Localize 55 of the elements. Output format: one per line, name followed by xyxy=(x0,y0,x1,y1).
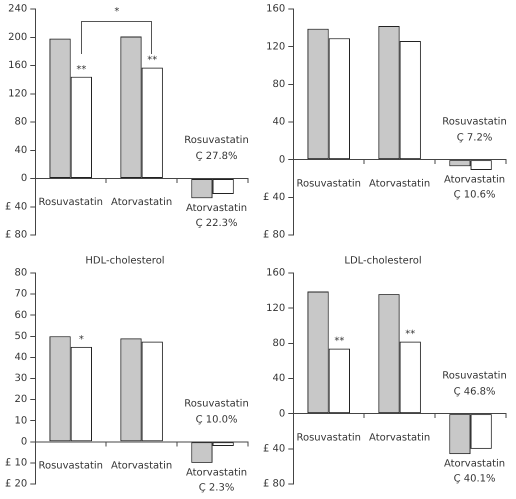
annotation: Ç 22.3% xyxy=(196,218,238,229)
y-tick-label: £ 40 xyxy=(263,192,286,203)
y-tick-label: £ 80 xyxy=(5,230,28,241)
y-tick-label: £ 10 xyxy=(5,457,28,468)
y-tick-label: £ 40 xyxy=(5,201,28,212)
annotation: Ç 27.8% xyxy=(196,151,238,162)
y-tick-label: 40 xyxy=(272,373,286,384)
y-tick-label: 200 xyxy=(8,32,28,43)
y-tick-label: £ 40 xyxy=(263,443,286,454)
y-tick-label: £ 80 xyxy=(263,478,286,490)
y-tick-label: 160 xyxy=(266,4,286,15)
y-tick-label: 80 xyxy=(14,268,28,279)
annotation: Ç 2.3% xyxy=(198,482,234,494)
y-tick-label: 40 xyxy=(14,144,28,156)
y-tick-label: 40 xyxy=(14,352,28,363)
y-tick-label: 160 xyxy=(8,60,28,72)
annotation: Rosuvastatin xyxy=(442,370,507,382)
chart-title: LDL-cholesterol xyxy=(344,256,422,267)
y-tick-label: 0 xyxy=(278,408,286,420)
y-tick-label: 0 xyxy=(20,173,28,184)
annotation: Rosuvastatin xyxy=(442,116,507,128)
y-tick-label: 120 xyxy=(266,302,286,314)
y-tick-label: 80 xyxy=(272,338,286,349)
annotation: Ç 7.2% xyxy=(456,132,492,144)
y-tick-label: 10 xyxy=(14,415,28,426)
y-tick-label: £ 80 xyxy=(263,230,286,241)
annotation: * xyxy=(114,6,120,18)
y-tick-label: 240 xyxy=(8,4,28,15)
y-tick-label: 0 xyxy=(278,154,286,166)
annotation: Ç 40.1% xyxy=(454,474,496,485)
y-tick-label: 30 xyxy=(14,373,28,384)
annotation: ** xyxy=(76,64,86,76)
y-tick-label: 80 xyxy=(272,78,286,90)
y-tick-label: 120 xyxy=(266,41,286,52)
annotation: ** xyxy=(147,55,158,66)
annotation: Ç 10.6% xyxy=(454,190,496,201)
annotation: * xyxy=(78,334,84,346)
y-tick-label: 120 xyxy=(8,88,28,100)
y-tick-label: 40 xyxy=(272,116,286,128)
y-tick-label: 80 xyxy=(14,116,28,128)
y-tick-label: 0 xyxy=(20,436,28,448)
y-tick-label: 50 xyxy=(14,330,28,342)
y-tick-label: 70 xyxy=(14,288,28,300)
annotation: ** xyxy=(405,329,416,340)
y-tick-label: 20 xyxy=(14,394,28,406)
annotation: Atorvastatin xyxy=(186,467,248,478)
y-tick-label: £ 20 xyxy=(5,478,28,490)
annotation: Rosuvastatin xyxy=(184,398,249,410)
chart-title: HDL-cholesterol xyxy=(85,256,165,267)
annotation: Ç 46.8% xyxy=(454,386,496,398)
annotation: ** xyxy=(334,336,344,348)
y-tick-label: 60 xyxy=(14,310,28,321)
annotation: Rosuvastatin xyxy=(184,135,249,146)
y-tick-label: 160 xyxy=(266,268,286,279)
annotation: Ç 10.0% xyxy=(196,414,238,426)
